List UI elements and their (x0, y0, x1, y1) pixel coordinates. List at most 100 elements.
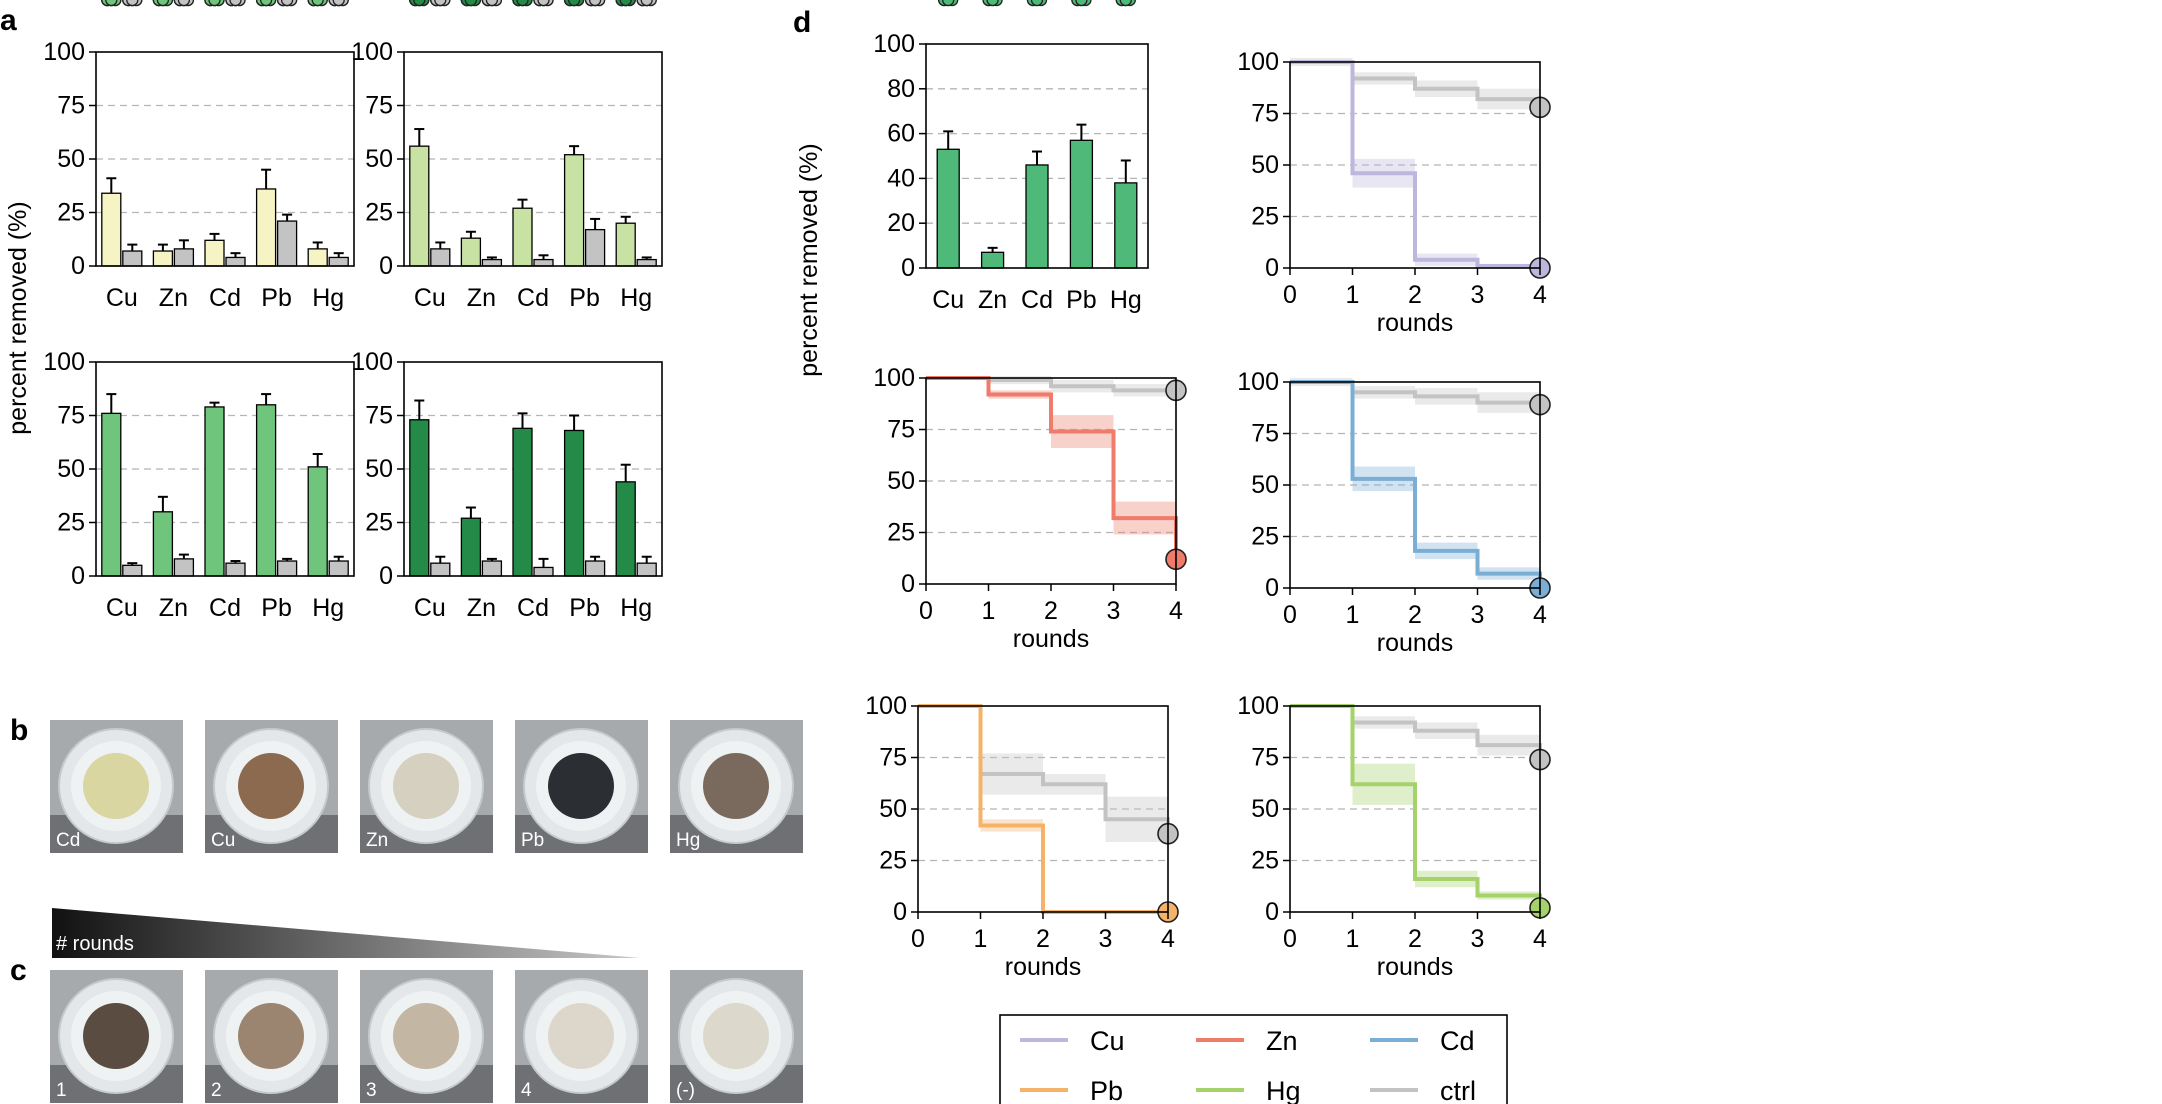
y-tick-label: 80 (887, 75, 915, 103)
y-tick-label: 100 (1237, 368, 1279, 396)
legend-label: ctrl (1440, 1076, 1476, 1104)
bar (533, 258, 554, 267)
tube-photo: Hg (670, 720, 803, 853)
bar (101, 192, 122, 267)
replicate-point (516, 0, 529, 7)
replicate-point (464, 0, 478, 7)
tube-pellet (238, 753, 304, 819)
x-tick-label: 3 (1471, 281, 1485, 309)
tube-photo: Cd (50, 720, 183, 853)
y-tick-label: 75 (365, 402, 393, 430)
x-tick-label: Zn (978, 286, 1007, 314)
y-tick-label: 25 (57, 509, 85, 537)
replicate-point (1119, 0, 1132, 7)
y-tick-label: 0 (901, 570, 915, 598)
legend-label: Hg (1266, 1076, 1301, 1104)
x-tick-label: 0 (1283, 925, 1297, 953)
bar (636, 562, 657, 577)
y-tick-label: 75 (1251, 100, 1279, 128)
y-tick-label: 50 (1251, 151, 1279, 179)
x-tick-label: Hg (312, 284, 344, 312)
y-tick-label: 100 (1237, 692, 1279, 720)
y-tick-label: 75 (57, 92, 85, 120)
replicate-point (619, 0, 632, 7)
x-tick-label: Cd (1021, 286, 1053, 314)
bar (584, 560, 606, 577)
tube-photo: Cu (205, 720, 338, 853)
replicate-point (1030, 0, 1044, 7)
y-tick-label: 0 (379, 562, 393, 590)
y-tick-label: 100 (1237, 48, 1279, 76)
replicate-point (332, 0, 345, 7)
y-tick-label: 25 (887, 519, 915, 547)
series-line (926, 376, 1178, 560)
x-tick-label: 3 (1471, 601, 1485, 629)
bar (460, 237, 482, 267)
photo-label: Cd (56, 830, 80, 851)
y-tick-label: 100 (43, 38, 85, 66)
x-tick-label: Cd (517, 284, 549, 312)
x-tick-label: 4 (1533, 281, 1547, 309)
tube-pellet (83, 1003, 149, 1069)
replicate-point (1075, 0, 1088, 7)
legend-label: Zn (1266, 1026, 1298, 1056)
photo-label: Pb (521, 830, 544, 851)
panel-letter-a: a (0, 4, 17, 37)
bar-chart-a2: 0 25 50 75 100 Cu Zn Cd Pb Hg (351, 0, 663, 312)
tube-photo: Pb (515, 720, 648, 853)
bar (1025, 164, 1049, 269)
bar (255, 188, 277, 267)
x-tick-label: Pb (569, 594, 600, 622)
x-axis-title: rounds (1005, 953, 1081, 981)
bar (204, 239, 225, 267)
photo-label: 4 (521, 1080, 532, 1101)
x-axis-title: rounds (1377, 953, 1453, 981)
y-tick-label: 100 (351, 38, 393, 66)
y-tick-label: 20 (887, 209, 915, 237)
tube-pellet (548, 753, 614, 819)
tube-pellet (238, 1003, 304, 1069)
y-tick-label: 25 (1251, 203, 1279, 231)
bar-chart-a1: 0 25 50 75 100 Cu Zn Cd Pb Hg (43, 0, 355, 312)
replicate-point (434, 0, 447, 7)
replicate-point (229, 0, 242, 7)
axes-frame (925, 377, 1177, 585)
bar-chart-a3: 0 25 50 75 100 Cu Zn Cd Pb Hg (43, 0, 355, 622)
bar (152, 250, 174, 267)
photo-label: 3 (366, 1080, 377, 1101)
x-tick-label: Pb (569, 284, 600, 312)
x-axis-title: rounds (1377, 629, 1453, 657)
y-tick-label: 75 (1251, 420, 1279, 448)
bar (307, 466, 328, 577)
y-tick-label: 50 (879, 795, 907, 823)
y-tick-label: 75 (57, 402, 85, 430)
x-tick-label: 4 (1169, 597, 1183, 625)
step-chart-d_zn: 0 25 50 75 100 0 1 2 3 4 rounds (873, 364, 1187, 653)
axes-frame (1289, 705, 1541, 913)
step-chart-d_pb: 0 25 50 75 100 0 1 2 3 4 rounds (865, 692, 1179, 981)
tube-pellet (393, 1003, 459, 1069)
x-tick-label: Hg (1110, 286, 1142, 314)
x-tick-label: 0 (919, 597, 933, 625)
bar-chart-a4: 0 25 50 75 100 Cu Zn Cd Pb Hg (351, 0, 663, 622)
y-tick-label: 100 (43, 348, 85, 376)
y-tick-label: 100 (873, 30, 915, 58)
x-tick-label: 1 (1346, 925, 1360, 953)
rounds-gradient-wedge (52, 908, 640, 958)
x-axis-title: rounds (1013, 625, 1089, 653)
bar (409, 145, 430, 267)
tube-photo: 1 (50, 970, 183, 1103)
y-tick-label: 100 (865, 692, 907, 720)
bar (481, 258, 503, 267)
bar (584, 228, 606, 267)
bar (122, 564, 143, 577)
replicate-point (280, 0, 294, 7)
photo-panels: Cd Cu Zn Pb Hg 1 2 3 4 (-) (50, 720, 803, 1103)
tube-photo: 3 (360, 970, 493, 1103)
tube-pellet (703, 753, 769, 819)
photo-label: (-) (676, 1080, 695, 1101)
y-tick-label: 25 (365, 199, 393, 227)
replicate-point (105, 0, 118, 7)
legend-box (999, 1014, 1508, 1104)
